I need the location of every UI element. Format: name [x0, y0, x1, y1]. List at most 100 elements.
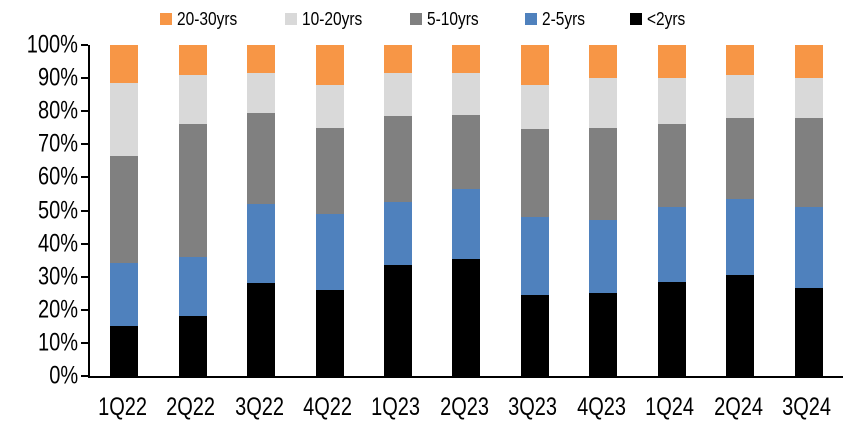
bar-slot [501, 45, 569, 376]
x-tick-label: 2Q22 [166, 392, 216, 421]
x-label-slot: 2Q22 [156, 391, 224, 423]
y-tick-label: 20% [37, 295, 78, 324]
bar-segment-2-5yrs [110, 263, 139, 327]
x-tick-label: 4Q23 [576, 392, 626, 421]
legend-label: 20-30yrs [177, 9, 238, 29]
stacked-bar-2Q24 [726, 45, 755, 376]
x-label-slot: 3Q22 [225, 391, 293, 423]
bar-segment-10-20yrs [110, 83, 139, 156]
bar-segment-5-10yrs [794, 117, 823, 208]
bar-segment-10-20yrs [315, 84, 344, 128]
stacked-bar-1Q24 [657, 45, 686, 376]
bar-segment-<2yrs [520, 294, 549, 376]
bar-slot [227, 45, 295, 376]
x-label-slot: 3Q24 [773, 391, 841, 423]
y-tick-label: 50% [37, 196, 78, 224]
x-tick-label: 2Q24 [713, 392, 763, 421]
legend-swatch-icon [525, 13, 538, 25]
bar-slot [295, 45, 363, 376]
bar-segment-<2yrs [315, 289, 344, 376]
y-tick-label: 90% [37, 63, 78, 92]
y-tick-label: 0% [49, 361, 78, 390]
stacked-bar-4Q22 [315, 45, 344, 376]
x-label-slot: 2Q24 [704, 391, 772, 423]
bar-segment-20-30yrs [657, 45, 686, 79]
y-tick-label: 70% [37, 129, 78, 158]
y-tick-mark [81, 209, 88, 212]
x-label-slot: 1Q23 [362, 391, 430, 423]
legend-label: 5-10yrs [427, 9, 479, 29]
bar-segment-5-10yrs [247, 112, 276, 204]
bar-slot [158, 45, 226, 376]
bar-segment-20-30yrs [520, 45, 549, 85]
bar-segment-10-20yrs [452, 73, 481, 115]
x-label-slot: 1Q22 [88, 391, 156, 423]
bar-segment-5-10yrs [384, 116, 413, 203]
stacked-bar-3Q22 [247, 45, 276, 376]
bar-segment-5-10yrs [452, 114, 481, 189]
bar-segment-10-20yrs [657, 78, 686, 125]
legend-label: <2yrs [647, 9, 686, 29]
bar-segment-2-5yrs [178, 256, 207, 317]
bar-segment-5-10yrs [657, 124, 686, 208]
bar-slot [775, 45, 843, 376]
y-tick-label: 80% [37, 96, 78, 125]
bar-segment-20-30yrs [178, 45, 207, 75]
bar-segment-<2yrs [794, 288, 823, 376]
bar-segment-2-5yrs [315, 213, 344, 290]
y-tick-mark [81, 275, 88, 278]
x-tick-label: 1Q22 [97, 392, 147, 421]
x-label-slot: 4Q23 [567, 391, 635, 423]
bar-segment-5-10yrs [110, 155, 139, 264]
stacked-bar-2Q23 [452, 45, 481, 376]
bar-segment-5-10yrs [726, 117, 755, 199]
x-label-slot: 3Q23 [499, 391, 567, 423]
bar-slot [90, 45, 158, 376]
bar-segment-2-5yrs [657, 207, 686, 282]
stacked-bar-1Q22 [110, 45, 139, 376]
stacked-bar-1Q23 [384, 45, 413, 376]
bar-segment-10-20yrs [178, 74, 207, 125]
stacked-bar-4Q23 [589, 45, 618, 376]
bar-segment-2-5yrs [520, 217, 549, 295]
bar-segment-10-20yrs [589, 78, 618, 128]
bar-segment-20-30yrs [315, 45, 344, 85]
bar-segment-5-10yrs [178, 124, 207, 257]
bar-segment-10-20yrs [520, 84, 549, 130]
bar-segment-2-5yrs [726, 198, 755, 276]
legend-swatch-icon [410, 13, 423, 25]
stacked-bar-3Q24 [794, 45, 823, 376]
bar-segment-20-30yrs [726, 45, 755, 75]
bar-slot [706, 45, 774, 376]
bar-segment-5-10yrs [589, 127, 618, 221]
y-tick-label: 30% [37, 262, 78, 291]
legend-item: 5-10yrs [410, 8, 487, 30]
y-tick-label: 40% [37, 229, 78, 258]
bar-segment-10-20yrs [384, 73, 413, 117]
bar-segment-2-5yrs [794, 207, 823, 289]
x-tick-label: 3Q22 [234, 392, 284, 421]
legend-swatch-icon [160, 13, 173, 25]
x-tick-label: 3Q24 [782, 392, 832, 421]
legend-swatch-icon [630, 13, 643, 25]
bar-segment-20-30yrs [589, 45, 618, 79]
x-label-slot: 4Q22 [293, 391, 361, 423]
legend-item: 2-5yrs [525, 8, 592, 30]
legend-item: <2yrs [630, 8, 692, 30]
x-tick-label: 4Q22 [303, 392, 353, 421]
bar-slot [638, 45, 706, 376]
legend-label: 2-5yrs [542, 9, 586, 29]
y-tick-mark [81, 44, 88, 46]
bars [90, 45, 843, 376]
bar-segment-20-30yrs [247, 45, 276, 74]
bar-segment-2-5yrs [589, 220, 618, 294]
x-axis-labels: 1Q22 2Q22 3Q22 4Q22 1Q23 2Q23 3Q23 4Q23 1Q24 2Q24… [88, 391, 841, 423]
bar-segment-<2yrs [657, 281, 686, 376]
y-tick-label: 60% [37, 162, 78, 191]
bar-segment-20-30yrs [384, 45, 413, 74]
y-axis-labels: 100% 90% 80% 70% 60% 50% 40% 30% 20% 10% 0% [0, 32, 78, 388]
y-tick-label: 100% [26, 30, 78, 59]
bar-segment-2-5yrs [247, 203, 276, 284]
x-label-slot: 2Q23 [430, 391, 498, 423]
y-tick-label: 10% [37, 328, 78, 357]
